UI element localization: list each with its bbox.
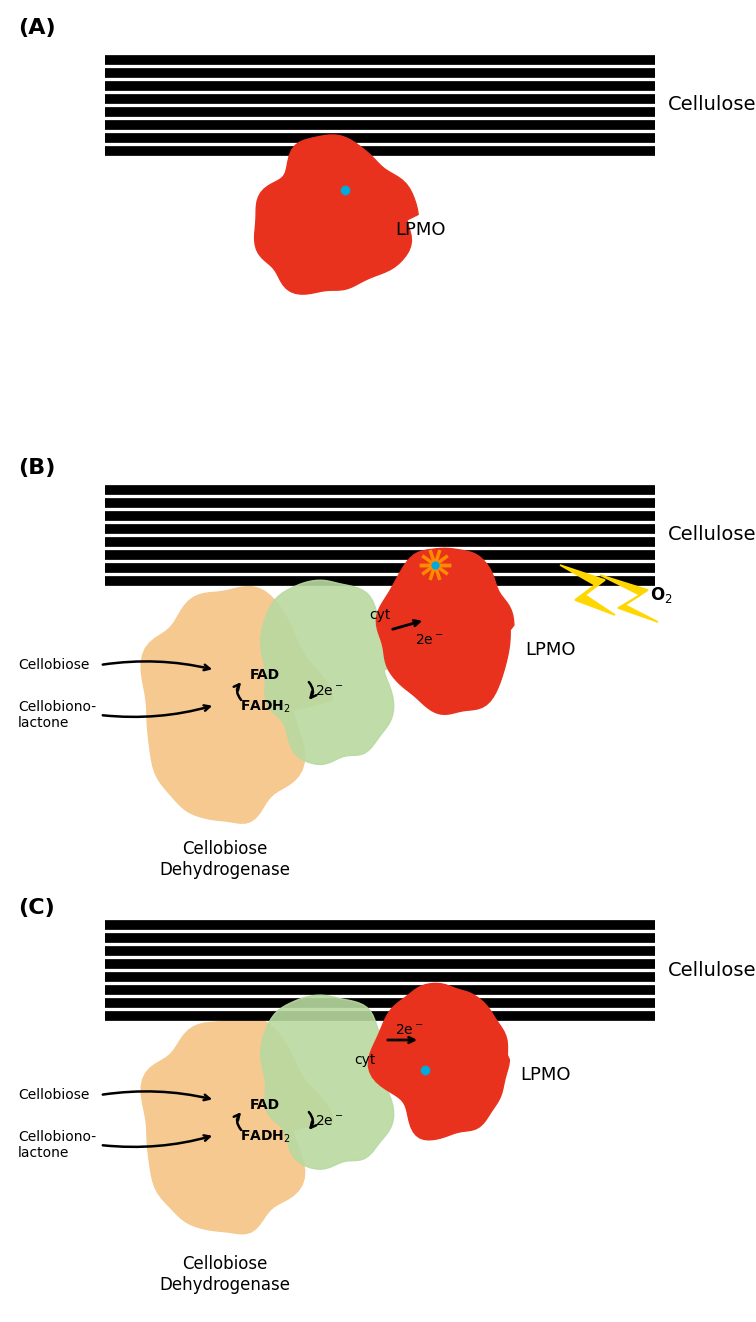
Polygon shape (368, 984, 510, 1140)
Polygon shape (600, 575, 658, 621)
Text: Cellulose: Cellulose (668, 526, 756, 545)
Text: LPMO: LPMO (395, 221, 445, 239)
Text: O$_2$: O$_2$ (650, 586, 673, 605)
Text: LPMO: LPMO (525, 641, 575, 658)
Text: Cellobiose
Dehydrogenase: Cellobiose Dehydrogenase (160, 1255, 290, 1294)
Text: cyt: cyt (370, 608, 391, 621)
Text: Cellulose: Cellulose (668, 95, 756, 115)
Text: (A): (A) (18, 19, 56, 38)
Polygon shape (261, 995, 400, 1169)
Text: FAD: FAD (250, 668, 280, 682)
Text: 2e$^-$: 2e$^-$ (415, 633, 444, 646)
Polygon shape (376, 549, 514, 714)
Text: Cellobiose
Dehydrogenase: Cellobiose Dehydrogenase (160, 839, 290, 879)
Text: (B): (B) (18, 457, 55, 479)
Text: Cellobiose: Cellobiose (18, 1088, 89, 1103)
Polygon shape (560, 564, 615, 615)
Polygon shape (141, 1017, 333, 1233)
Text: FADH$_2$: FADH$_2$ (240, 1129, 290, 1145)
Polygon shape (255, 135, 418, 293)
Text: LPMO: LPMO (520, 1066, 571, 1084)
Text: Cellobiono-
lactone: Cellobiono- lactone (18, 1130, 96, 1161)
Text: Cellobiono-
lactone: Cellobiono- lactone (18, 701, 96, 730)
Text: 2e$^-$: 2e$^-$ (315, 1114, 343, 1128)
Text: cyt: cyt (355, 1054, 376, 1067)
Text: (C): (C) (18, 898, 54, 917)
Text: Cellulose: Cellulose (668, 961, 756, 980)
Text: 2e$^-$: 2e$^-$ (395, 1023, 423, 1036)
Text: Cellobiose: Cellobiose (18, 658, 89, 672)
Text: 2e$^-$: 2e$^-$ (315, 683, 343, 698)
Polygon shape (141, 587, 333, 824)
Text: FAD: FAD (250, 1099, 280, 1112)
Polygon shape (261, 580, 400, 764)
Text: FADH$_2$: FADH$_2$ (240, 699, 290, 715)
